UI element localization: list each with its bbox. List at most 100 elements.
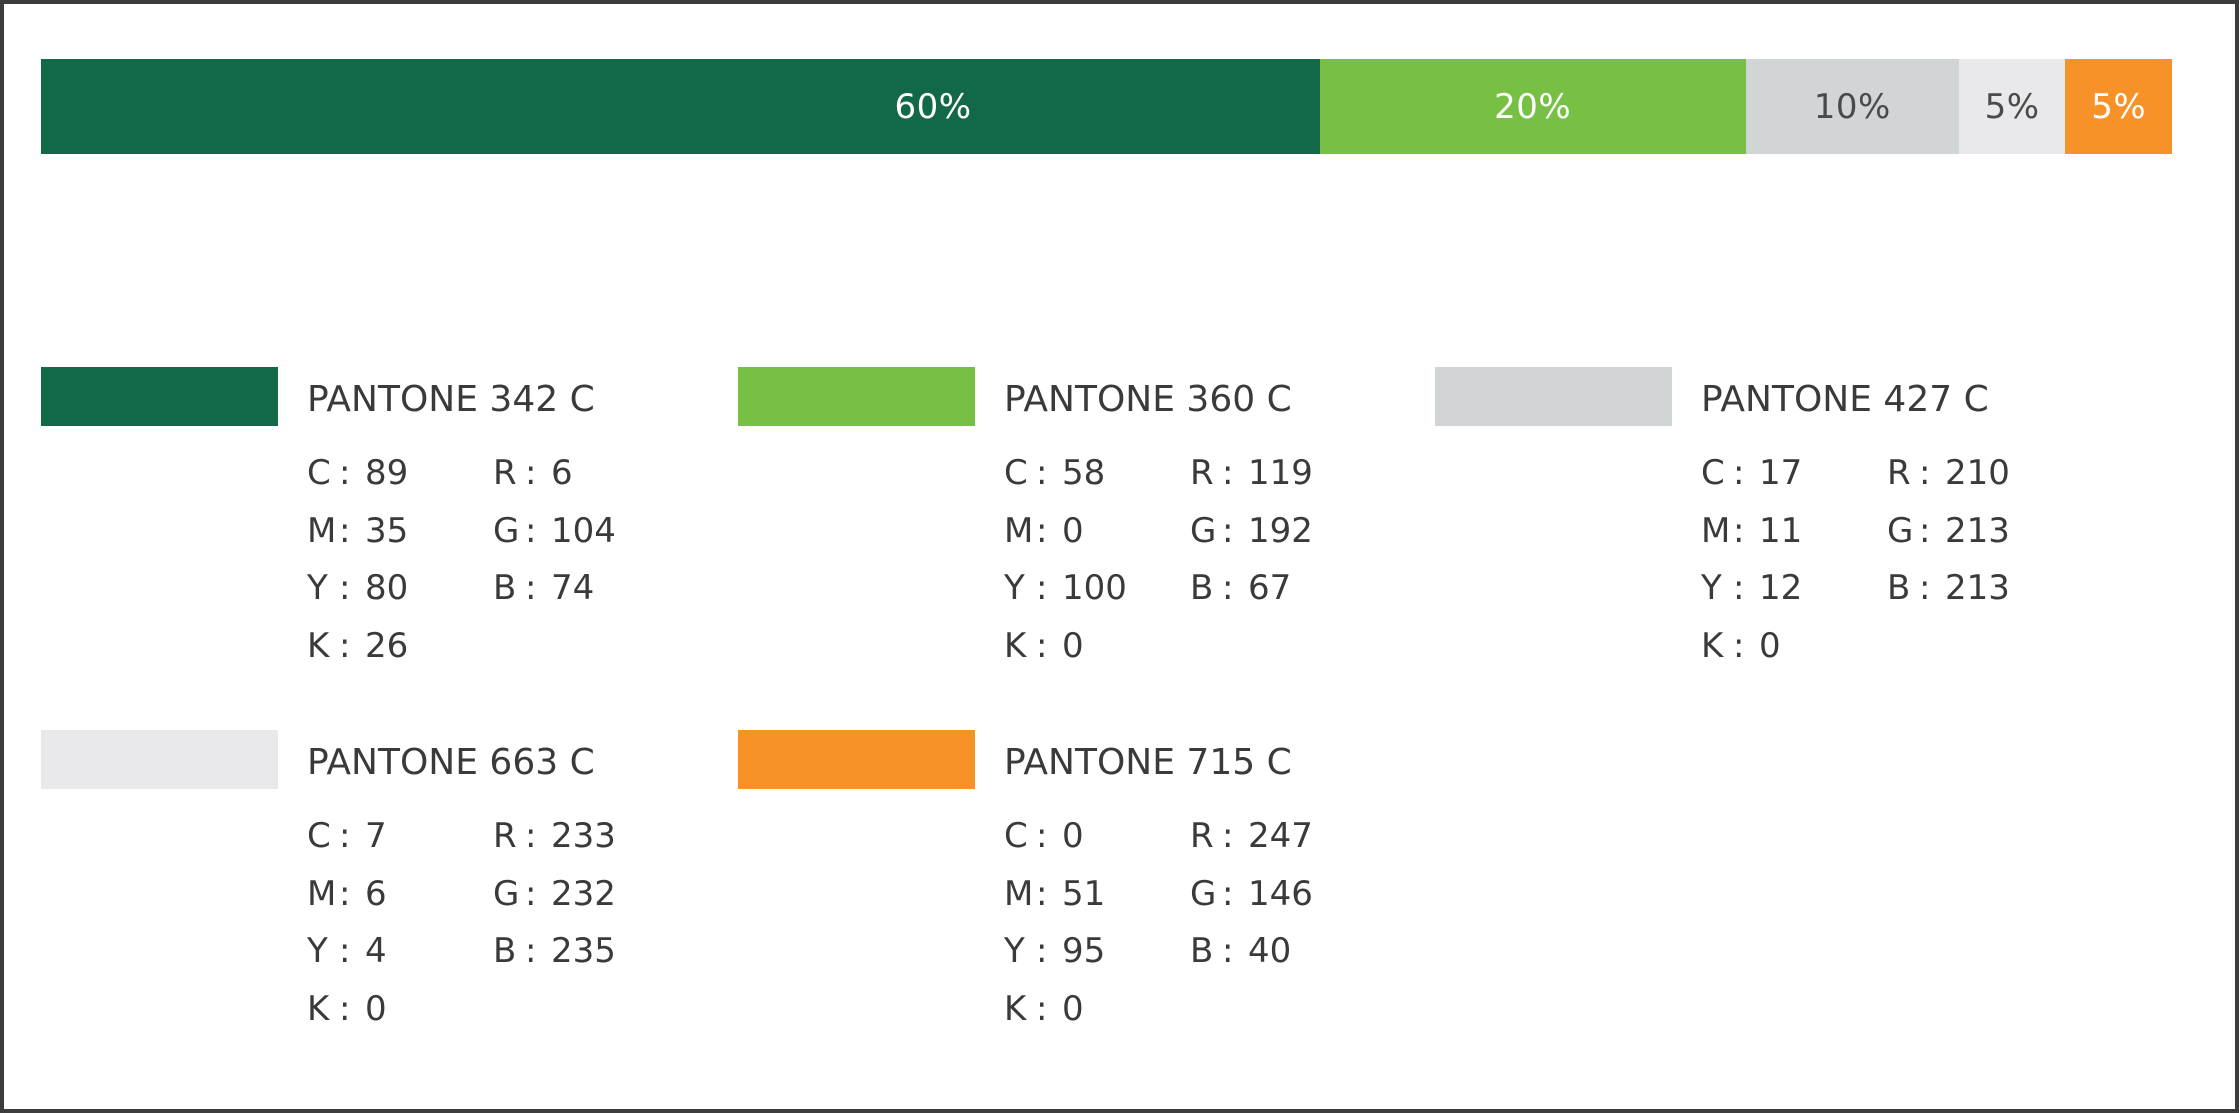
rgb-g-value: 232 bbox=[551, 873, 616, 914]
cmyk-m-label: M bbox=[307, 510, 337, 551]
rgb-b-label: B bbox=[1190, 931, 1214, 971]
separator: : bbox=[339, 816, 351, 856]
cmyk-y-label: Y bbox=[1701, 568, 1722, 608]
bar-segment-427c: 10% bbox=[1745, 59, 1959, 154]
bar-segment-663c: 5% bbox=[1958, 59, 2066, 154]
separator: : bbox=[525, 931, 537, 971]
cmyk-k-label: K bbox=[1004, 625, 1027, 666]
bar-segment-label: 60% bbox=[894, 86, 972, 127]
separator: : bbox=[1036, 568, 1048, 608]
cmyk-y-label: Y bbox=[307, 568, 328, 608]
rgb-r-value: 210 bbox=[1945, 453, 2010, 493]
separator: : bbox=[1222, 510, 1234, 551]
separator: : bbox=[525, 453, 537, 493]
swatch-card-663c: PANTONE 663 C C:7 R:233 M: 6 G:232 Y:4 B:235… bbox=[41, 730, 691, 1030]
separator: : bbox=[1222, 816, 1234, 856]
rgb-r-label: R bbox=[1887, 453, 1911, 493]
rgb-r-label: R bbox=[493, 453, 517, 493]
cmyk-m-value: 11 bbox=[1759, 510, 1803, 551]
cmyk-c-label: C bbox=[307, 453, 331, 493]
separator: : bbox=[1222, 453, 1234, 493]
cmyk-c-value: 89 bbox=[365, 453, 409, 493]
rgb-b-label: B bbox=[1887, 568, 1911, 608]
cmyk-y-value: 100 bbox=[1062, 568, 1127, 608]
rgb-r-label: R bbox=[1190, 816, 1214, 856]
rgb-r-label: R bbox=[1190, 453, 1214, 493]
separator: : bbox=[1733, 453, 1745, 493]
color-swatch bbox=[41, 730, 278, 789]
separator: : bbox=[339, 931, 351, 971]
cmyk-m-value: 35 bbox=[365, 510, 409, 551]
bar-segment-label: 20% bbox=[1494, 86, 1572, 127]
cmyk-y-value: 4 bbox=[365, 931, 387, 971]
color-swatch bbox=[738, 730, 975, 789]
rgb-g-label: G bbox=[493, 510, 520, 551]
rgb-b-value: 213 bbox=[1945, 568, 2010, 608]
rgb-b-value: 74 bbox=[551, 568, 595, 608]
cmyk-y-value: 12 bbox=[1759, 568, 1803, 608]
pantone-name: PANTONE 427 C bbox=[1701, 379, 1989, 420]
cmyk-y-label: Y bbox=[1004, 568, 1025, 608]
separator: : bbox=[1733, 568, 1745, 608]
cmyk-m-value: 6 bbox=[365, 873, 387, 914]
cmyk-m-value: 51 bbox=[1062, 873, 1106, 914]
cmyk-m-label: M bbox=[1004, 510, 1034, 551]
rgb-b-label: B bbox=[493, 568, 517, 608]
separator: : bbox=[1919, 453, 1931, 493]
cmyk-k-value: 0 bbox=[1759, 625, 1781, 666]
color-swatch bbox=[1435, 367, 1672, 426]
cmyk-c-value: 17 bbox=[1759, 453, 1803, 493]
rgb-b-value: 40 bbox=[1248, 931, 1292, 971]
separator: : bbox=[1036, 510, 1048, 551]
separator: : bbox=[339, 568, 351, 608]
cmyk-c-value: 58 bbox=[1062, 453, 1106, 493]
color-swatch bbox=[738, 367, 975, 426]
separator: : bbox=[1222, 568, 1234, 608]
separator: : bbox=[525, 873, 537, 914]
bar-segment-360c: 20% bbox=[1319, 59, 1746, 154]
rgb-b-label: B bbox=[1190, 568, 1214, 608]
separator: : bbox=[1036, 625, 1048, 666]
bar-segment-label: 5% bbox=[2091, 86, 2147, 127]
rgb-g-value: 146 bbox=[1248, 873, 1313, 914]
bar-segment-label: 5% bbox=[1984, 86, 2040, 127]
separator: : bbox=[339, 453, 351, 493]
bar-segment-715c: 5% bbox=[2065, 59, 2172, 154]
separator: : bbox=[525, 816, 537, 856]
separator: : bbox=[1036, 873, 1048, 914]
rgb-g-value: 104 bbox=[551, 510, 616, 551]
separator: : bbox=[339, 988, 351, 1029]
separator: : bbox=[1222, 873, 1234, 914]
swatch-card-342c: PANTONE 342 C C:89 R:6 M: 35 G:104 Y:80 B:74… bbox=[41, 367, 691, 667]
rgb-r-label: R bbox=[493, 816, 517, 856]
pantone-name: PANTONE 715 C bbox=[1004, 742, 1292, 783]
cmyk-c-label: C bbox=[1004, 453, 1028, 493]
cmyk-y-label: Y bbox=[1004, 931, 1025, 971]
cmyk-m-label: M bbox=[1004, 873, 1034, 914]
swatch-card-360c: PANTONE 360 C C:58 R:119 M: 0 G:192 Y:100 B:… bbox=[738, 367, 1388, 667]
separator: : bbox=[1919, 568, 1931, 608]
rgb-g-label: G bbox=[1190, 510, 1217, 551]
separator: : bbox=[525, 510, 537, 551]
rgb-g-value: 192 bbox=[1248, 510, 1313, 551]
rgb-r-value: 247 bbox=[1248, 816, 1313, 856]
separator: : bbox=[1036, 931, 1048, 971]
separator: : bbox=[1733, 625, 1745, 666]
cmyk-k-value: 26 bbox=[365, 625, 409, 666]
separator: : bbox=[339, 510, 351, 551]
separator: : bbox=[1036, 816, 1048, 856]
pantone-name: PANTONE 360 C bbox=[1004, 379, 1292, 420]
separator: : bbox=[1222, 931, 1234, 971]
rgb-r-value: 233 bbox=[551, 816, 616, 856]
rgb-g-value: 213 bbox=[1945, 510, 2010, 551]
cmyk-c-value: 7 bbox=[365, 816, 387, 856]
cmyk-k-value: 0 bbox=[1062, 988, 1084, 1029]
separator: : bbox=[339, 873, 351, 914]
pantone-name: PANTONE 342 C bbox=[307, 379, 595, 420]
separator: : bbox=[525, 568, 537, 608]
cmyk-c-label: C bbox=[307, 816, 331, 856]
rgb-g-label: G bbox=[1190, 873, 1217, 914]
cmyk-k-value: 0 bbox=[365, 988, 387, 1029]
separator: : bbox=[339, 625, 351, 666]
pantone-name: PANTONE 663 C bbox=[307, 742, 595, 783]
